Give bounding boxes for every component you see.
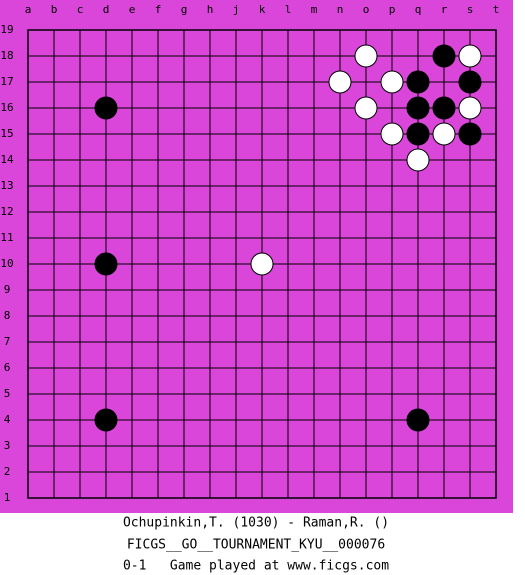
column-label: m [311, 3, 318, 16]
stone-black [94, 408, 118, 432]
row-label: 9 [4, 283, 11, 296]
column-label: b [51, 3, 58, 16]
row-label: 18 [0, 49, 13, 62]
stone-white [354, 96, 378, 120]
stone-black [94, 252, 118, 276]
column-label: e [129, 3, 136, 16]
players: Ochupinkin,T. (1030) - Raman,R. () [123, 516, 389, 531]
column-label: c [77, 3, 84, 16]
stone-black [458, 122, 482, 146]
stone-white [354, 44, 378, 68]
column-label: r [441, 3, 448, 16]
stone-white [380, 122, 404, 146]
stone-black [406, 96, 430, 120]
row-label: 1 [4, 491, 11, 504]
row-label: 6 [4, 361, 11, 374]
stone-black [406, 408, 430, 432]
stone-black [432, 96, 456, 120]
column-label: s [467, 3, 474, 16]
column-label: p [389, 3, 396, 16]
event: FICGS__GO__TOURNAMENT_KYU__000076 [127, 538, 385, 553]
stone-black [432, 44, 456, 68]
column-label: g [181, 3, 188, 16]
stone-white [406, 148, 430, 172]
row-label: 4 [4, 413, 11, 426]
result: 0-1 Game played at www.ficgs.com [123, 559, 389, 574]
column-label: d [103, 3, 110, 16]
row-label: 11 [0, 231, 13, 244]
column-label: a [25, 3, 32, 16]
row-label: 13 [0, 179, 13, 192]
column-label: k [259, 3, 266, 16]
stone-white [250, 252, 274, 276]
row-label: 16 [0, 101, 13, 114]
column-label: n [337, 3, 344, 16]
row-label: 15 [0, 127, 13, 140]
column-label: t [493, 3, 500, 16]
row-label: 8 [4, 309, 11, 322]
row-label: 17 [0, 75, 13, 88]
row-label: 7 [4, 335, 11, 348]
board-border [27, 29, 497, 499]
stone-white [380, 70, 404, 94]
stone-black [458, 70, 482, 94]
row-label: 12 [0, 205, 13, 218]
stone-white [458, 44, 482, 68]
stone-black [406, 122, 430, 146]
column-label: f [155, 3, 162, 16]
stone-black [406, 70, 430, 94]
column-label: o [363, 3, 370, 16]
stone-white [458, 96, 482, 120]
column-label: q [415, 3, 422, 16]
stone-white [328, 70, 352, 94]
stone-white [432, 122, 456, 146]
row-label: 19 [0, 23, 13, 36]
row-label: 2 [4, 465, 11, 478]
column-label: l [285, 3, 292, 16]
row-label: 5 [4, 387, 11, 400]
row-label: 3 [4, 439, 11, 452]
column-label: j [233, 3, 240, 16]
stone-black [94, 96, 118, 120]
column-label: h [207, 3, 214, 16]
row-label: 14 [0, 153, 14, 166]
row-label: 10 [0, 257, 13, 270]
